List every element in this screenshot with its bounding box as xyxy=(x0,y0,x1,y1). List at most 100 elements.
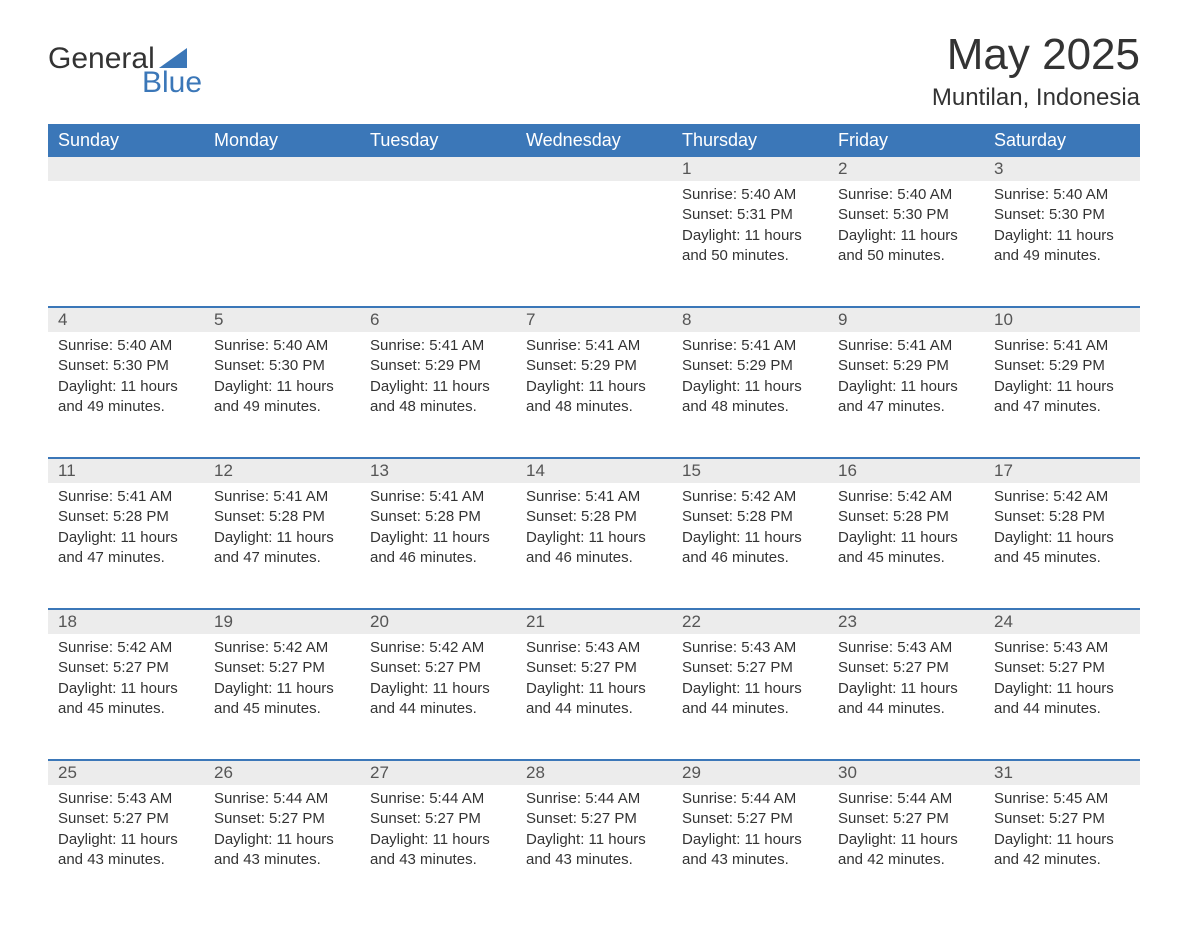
day-number: 14 xyxy=(516,458,672,483)
day-detail: Sunrise: 5:43 AMSunset: 5:27 PMDaylight:… xyxy=(516,634,672,760)
day-detail: Sunrise: 5:41 AMSunset: 5:28 PMDaylight:… xyxy=(204,483,360,609)
day-detail: Sunrise: 5:43 AMSunset: 5:27 PMDaylight:… xyxy=(672,634,828,760)
daylight-text: Daylight: 11 hours and 48 minutes. xyxy=(370,377,506,418)
day-number: 21 xyxy=(516,609,672,634)
sunrise-text: Sunrise: 5:42 AM xyxy=(994,487,1130,507)
header-row: General Blue May 2025 Muntilan, Indonesi… xyxy=(48,30,1140,122)
daylight-text: Daylight: 11 hours and 46 minutes. xyxy=(526,528,662,569)
day-detail-row: Sunrise: 5:40 AM Sunset: 5:30 PM Daylight:… xyxy=(48,332,1140,458)
sunrise-text: Sunrise: 5:42 AM xyxy=(682,487,818,507)
sunset-text: Sunset: 5:29 PM xyxy=(682,356,818,376)
day-detail: Sunrise: 5:42 AMSunset: 5:27 PMDaylight:… xyxy=(48,634,204,760)
day-number-row: 18192021222324 xyxy=(48,609,1140,634)
sunrise-text: Sunrise: 5:41 AM xyxy=(838,336,974,356)
sunrise-text: Sunrise: 5:43 AM xyxy=(838,638,974,658)
day-number xyxy=(204,157,360,181)
sunrise-text: Sunrise: 5:41 AM xyxy=(370,487,506,507)
day-detail: Sunrise: 5:45 AMSunset: 5:27 PMDaylight:… xyxy=(984,785,1140,911)
daylight-text: Daylight: 11 hours and 45 minutes. xyxy=(838,528,974,569)
sunrise-text: Sunrise: 5:42 AM xyxy=(838,487,974,507)
day-number xyxy=(48,157,204,181)
sunrise-text: Sunrise: 5:40 AM xyxy=(58,336,194,356)
daylight-text: Daylight: 11 hours and 43 minutes. xyxy=(214,830,350,871)
day-detail: Sunrise: 5:43 AMSunset: 5:27 PMDaylight:… xyxy=(48,785,204,911)
sunset-text: Sunset: 5:27 PM xyxy=(994,658,1130,678)
day-number: 29 xyxy=(672,760,828,785)
sunset-text: Sunset: 5:27 PM xyxy=(526,809,662,829)
day-detail-row: Sunrise: 5:42 AMSunset: 5:27 PMDaylight:… xyxy=(48,634,1140,760)
day-detail: Sunrise: 5:40 AMSunset: 5:31 PMDaylight:… xyxy=(672,181,828,307)
day-number-row: 123 xyxy=(48,157,1140,181)
day-detail: Sunrise: 5:41 AMSunset: 5:29 PMDaylight:… xyxy=(360,332,516,458)
column-header: Friday xyxy=(828,124,984,157)
sunset-text: Sunset: 5:27 PM xyxy=(838,809,974,829)
day-detail: Sunrise: 5:43 AMSunset: 5:27 PMDaylight:… xyxy=(828,634,984,760)
day-detail xyxy=(360,181,516,307)
day-detail-row: Sunrise: 5:41 AMSunset: 5:28 PMDaylight:… xyxy=(48,483,1140,609)
daylight-text: Daylight: 11 hours and 46 minutes. xyxy=(682,528,818,569)
day-number: 17 xyxy=(984,458,1140,483)
daylight-text: Daylight: 11 hours and 42 minutes. xyxy=(838,830,974,871)
day-number: 13 xyxy=(360,458,516,483)
day-detail xyxy=(204,181,360,307)
day-detail: Sunrise: 5:41 AMSunset: 5:29 PMDaylight:… xyxy=(672,332,828,458)
sunset-text: Sunset: 5:27 PM xyxy=(526,658,662,678)
day-detail: Sunrise: 5:43 AMSunset: 5:27 PMDaylight:… xyxy=(984,634,1140,760)
day-detail: Sunrise: 5:44 AMSunset: 5:27 PMDaylight:… xyxy=(672,785,828,911)
day-detail: Sunrise: 5:40 AMSunset: 5:30 PMDaylight:… xyxy=(828,181,984,307)
sunset-text: Sunset: 5:28 PM xyxy=(838,507,974,527)
day-number: 26 xyxy=(204,760,360,785)
daylight-text: Daylight: 11 hours and 48 minutes. xyxy=(682,377,818,418)
day-number: 31 xyxy=(984,760,1140,785)
day-number xyxy=(516,157,672,181)
day-detail-row: Sunrise: 5:43 AMSunset: 5:27 PMDaylight:… xyxy=(48,785,1140,911)
day-number: 11 xyxy=(48,458,204,483)
sunset-text: Sunset: 5:28 PM xyxy=(214,507,350,527)
sunset-text: Sunset: 5:27 PM xyxy=(682,809,818,829)
daylight-text: Daylight: 11 hours and 47 minutes. xyxy=(58,528,194,569)
sunrise-text: Sunrise: 5:45 AM xyxy=(994,789,1130,809)
day-number: 15 xyxy=(672,458,828,483)
day-number: 6 xyxy=(360,307,516,332)
day-number: 25 xyxy=(48,760,204,785)
day-number: 4 xyxy=(48,307,204,332)
day-number: 7 xyxy=(516,307,672,332)
day-number: 8 xyxy=(672,307,828,332)
day-number: 10 xyxy=(984,307,1140,332)
day-number: 23 xyxy=(828,609,984,634)
day-number: 3 xyxy=(984,157,1140,181)
daylight-text: Daylight: 11 hours and 44 minutes. xyxy=(994,679,1130,720)
sunset-text: Sunset: 5:31 PM xyxy=(682,205,818,225)
sunset-text: Sunset: 5:27 PM xyxy=(994,809,1130,829)
daylight-text: Daylight: 11 hours and 50 minutes. xyxy=(682,226,818,267)
sunrise-text: Sunrise: 5:44 AM xyxy=(214,789,350,809)
sunrise-text: Sunrise: 5:44 AM xyxy=(838,789,974,809)
day-number: 22 xyxy=(672,609,828,634)
day-number: 24 xyxy=(984,609,1140,634)
day-number: 27 xyxy=(360,760,516,785)
sunset-text: Sunset: 5:28 PM xyxy=(58,507,194,527)
day-detail: Sunrise: 5:42 AMSunset: 5:28 PMDaylight:… xyxy=(672,483,828,609)
sunset-text: Sunset: 5:30 PM xyxy=(994,205,1130,225)
day-detail: Sunrise: 5:41 AMSunset: 5:28 PMDaylight:… xyxy=(360,483,516,609)
day-detail: Sunrise: 5:40 AMSunset: 5:30 PMDaylight:… xyxy=(48,332,204,458)
day-number: 12 xyxy=(204,458,360,483)
daylight-text: Daylight: 11 hours and 47 minutes. xyxy=(838,377,974,418)
daylight-text: Daylight: 11 hours and 43 minutes. xyxy=(526,830,662,871)
logo: General Blue xyxy=(48,42,202,100)
sunset-text: Sunset: 5:27 PM xyxy=(838,658,974,678)
sunrise-text: Sunrise: 5:42 AM xyxy=(214,638,350,658)
daylight-text: Daylight: 11 hours and 44 minutes. xyxy=(838,679,974,720)
sunrise-text: Sunrise: 5:44 AM xyxy=(526,789,662,809)
sunset-text: Sunset: 5:27 PM xyxy=(370,658,506,678)
title-block: May 2025 Muntilan, Indonesia xyxy=(932,30,1140,122)
daylight-text: Daylight: 11 hours and 43 minutes. xyxy=(58,830,194,871)
sunset-text: Sunset: 5:28 PM xyxy=(526,507,662,527)
day-detail: Sunrise: 5:41 AMSunset: 5:28 PMDaylight:… xyxy=(48,483,204,609)
sunset-text: Sunset: 5:27 PM xyxy=(58,658,194,678)
location: Muntilan, Indonesia xyxy=(932,84,1140,112)
sunset-text: Sunset: 5:30 PM xyxy=(214,356,350,376)
daylight-text: Daylight: 11 hours and 44 minutes. xyxy=(682,679,818,720)
sunrise-text: Sunrise: 5:41 AM xyxy=(526,336,662,356)
sunset-text: Sunset: 5:29 PM xyxy=(838,356,974,376)
